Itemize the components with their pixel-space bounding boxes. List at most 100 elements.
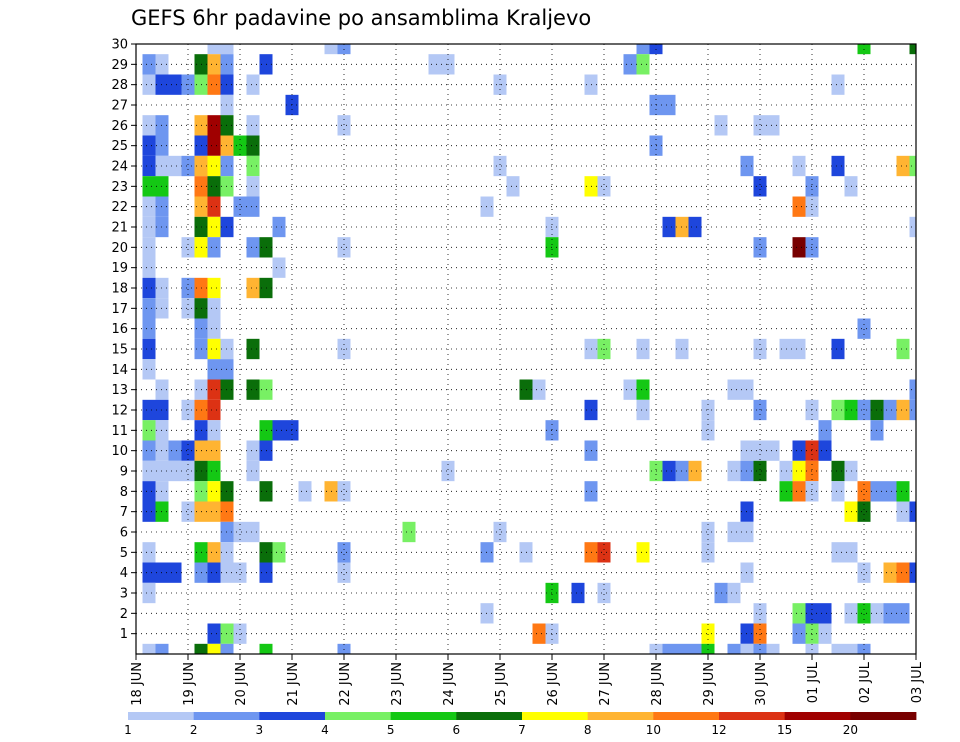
legend-label: 15 xyxy=(777,723,792,737)
heatmap-cell xyxy=(831,155,845,177)
color-legend: 1 2 3 4 5 6 7 8 10 12 15 20 xyxy=(124,712,917,737)
heatmap-cell xyxy=(727,582,741,604)
heatmap-cell xyxy=(701,643,715,654)
heatmap-cell xyxy=(532,623,546,644)
heatmap-cell xyxy=(441,460,455,482)
y-axis: 1234567891011121314151617181920212223242… xyxy=(111,38,136,642)
heatmap-cell xyxy=(337,338,351,360)
heatmap-cell xyxy=(168,440,182,461)
y-tick-label: 11 xyxy=(111,424,128,439)
heatmap-cell xyxy=(896,155,910,177)
heatmap-cell xyxy=(272,216,286,238)
heatmap-cell xyxy=(428,54,442,75)
heatmap-cell xyxy=(246,74,260,95)
heatmap-cell xyxy=(207,460,221,482)
heatmap-cell xyxy=(142,298,156,319)
heatmap-cell xyxy=(909,562,916,583)
x-tick-label: 30 JUN xyxy=(754,662,769,706)
legend-label: 4 xyxy=(321,723,329,737)
x-tick-label: 18 JUN xyxy=(130,662,145,706)
heatmap-cell xyxy=(571,582,585,604)
heatmap-cell xyxy=(246,135,260,156)
x-tick-label: 23 JUN xyxy=(390,662,405,706)
heatmap-cell xyxy=(324,44,338,55)
y-tick-label: 3 xyxy=(120,587,128,602)
heatmap-cell xyxy=(792,460,806,482)
heatmap-cell xyxy=(766,115,780,136)
heatmap-cell xyxy=(883,399,897,421)
heatmap-cell xyxy=(233,135,247,156)
heatmap-cell xyxy=(246,440,260,461)
y-tick-label: 25 xyxy=(111,139,128,154)
legend-swatch xyxy=(784,712,851,720)
heatmap-cell xyxy=(246,277,260,299)
heatmap-cell xyxy=(597,582,611,604)
legend-label: 7 xyxy=(518,723,526,737)
legend-swatch xyxy=(128,712,195,720)
chart-title: GEFS 6hr padavine po ansamblima Kraljevo xyxy=(131,6,591,30)
heatmap-cell xyxy=(844,643,858,654)
heatmap-cell xyxy=(493,521,507,543)
heatmap-cell xyxy=(207,44,221,55)
heatmap-cell xyxy=(337,481,351,502)
heatmap-cell xyxy=(909,216,916,238)
heatmap-cell xyxy=(207,338,221,360)
heatmap-cell xyxy=(181,237,195,258)
y-tick-label: 12 xyxy=(111,404,128,419)
heatmap-cell xyxy=(909,379,916,400)
heatmap-cell xyxy=(207,623,221,644)
y-tick-label: 20 xyxy=(111,241,128,256)
legend-label: 10 xyxy=(646,723,661,737)
heatmap-cell xyxy=(532,379,546,400)
heatmap-cell xyxy=(753,623,767,644)
x-tick-label: 02 JUL xyxy=(858,661,873,703)
heatmap-cell xyxy=(207,420,221,441)
heatmap-cell xyxy=(142,257,156,278)
heatmap-cell xyxy=(857,481,871,502)
heatmap-cell xyxy=(896,338,910,360)
y-tick-label: 9 xyxy=(120,465,128,480)
heatmap-cell xyxy=(753,237,767,258)
heatmap-cell xyxy=(337,542,351,563)
heatmap-cell xyxy=(701,542,715,563)
heatmap-cell xyxy=(142,562,156,583)
heatmap-cell xyxy=(727,521,741,543)
heatmap-cell xyxy=(818,420,832,441)
legend-swatch xyxy=(522,712,589,720)
heatmap-cell xyxy=(207,176,221,197)
x-axis: 18 JUN 19 JUN 20 JUN 21 JUN 22 JUN 23 JUN 24 J… xyxy=(130,654,925,706)
heatmap-cell xyxy=(896,501,910,522)
y-tick-label: 6 xyxy=(120,526,128,541)
heatmap-cell xyxy=(207,135,221,156)
heatmap-cell xyxy=(662,460,676,482)
heatmap-cell xyxy=(818,440,832,461)
heatmap-cell xyxy=(142,216,156,238)
heatmap-cell xyxy=(857,643,871,654)
x-tick-label: 03 JUL xyxy=(910,661,925,703)
heatmap-cell xyxy=(792,196,806,217)
heatmap-cell xyxy=(168,155,182,177)
heatmap-cell xyxy=(246,237,260,258)
legend-swatch xyxy=(587,712,654,720)
legend-label: 12 xyxy=(711,723,726,737)
heatmap-cell xyxy=(766,643,780,654)
heatmap-cell xyxy=(636,379,650,400)
heatmap-cell xyxy=(831,74,845,95)
heatmap-cell xyxy=(142,74,156,95)
heatmap-cell xyxy=(701,521,715,543)
y-tick-label: 18 xyxy=(111,282,128,297)
heatmap-cell xyxy=(662,216,676,238)
heatmap-cell xyxy=(662,94,676,116)
legend-label: 2 xyxy=(190,723,198,737)
heatmap-cell xyxy=(402,521,416,543)
heatmap-cell xyxy=(246,338,260,360)
heatmap-cell xyxy=(753,338,767,360)
heatmap-cell xyxy=(649,643,663,654)
heatmap-cell xyxy=(207,562,221,583)
heatmap-cell xyxy=(233,623,247,644)
heatmap-cell xyxy=(207,216,221,238)
y-tick-label: 17 xyxy=(111,302,128,317)
heatmap-cell xyxy=(259,643,273,654)
heatmap-cell xyxy=(831,643,845,654)
heatmap-cell xyxy=(181,298,195,319)
